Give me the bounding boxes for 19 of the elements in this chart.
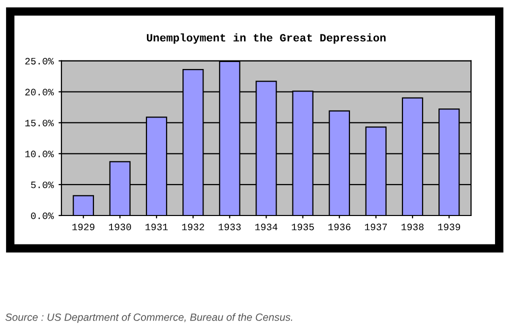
x-tick-label: 1932 xyxy=(182,224,204,230)
y-tick-label: 25.0% xyxy=(25,58,54,64)
x-tick-label: 1939 xyxy=(438,224,460,230)
y-tick-label: 5.0% xyxy=(31,182,54,188)
x-tick-label: 1938 xyxy=(402,224,424,230)
source-note: Source : US Department of Commerce, Bureau of the Census. xyxy=(5,313,292,323)
y-tick-label: 10.0% xyxy=(25,150,54,158)
x-tick-label: 1931 xyxy=(146,224,168,230)
y-tick-label: 15.0% xyxy=(25,120,54,126)
x-tick-label: 1935 xyxy=(292,224,314,230)
x-tick-label: 1929 xyxy=(72,224,94,230)
chart-title: Unemployment in the Great Depression xyxy=(146,33,386,44)
y-tick-label: 0.0% xyxy=(31,212,54,220)
x-tick-label: 1930 xyxy=(108,224,132,230)
x-tick-label: 1934 xyxy=(255,224,278,230)
x-tick-label: 1936 xyxy=(328,224,350,230)
x-tick-label: 1937 xyxy=(364,224,387,230)
x-tick-label: 1933 xyxy=(218,224,241,230)
y-tick-label: 20.0% xyxy=(25,88,54,96)
